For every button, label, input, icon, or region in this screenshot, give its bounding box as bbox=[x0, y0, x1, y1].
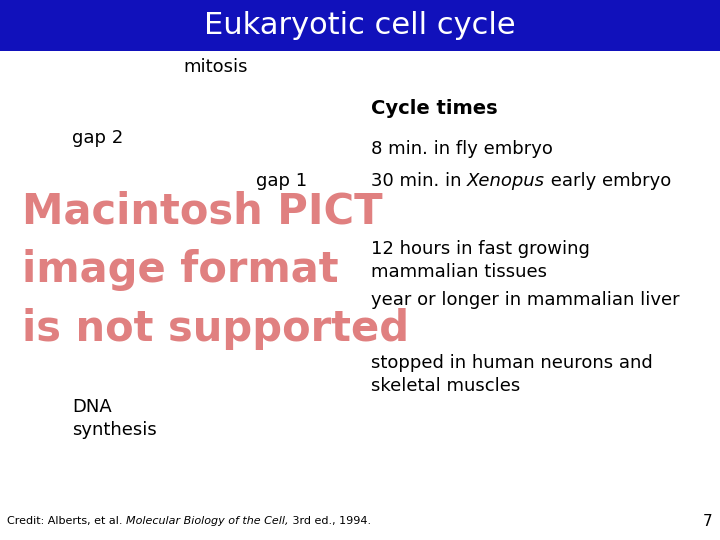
Text: 12 hours in fast growing
mammalian tissues: 12 hours in fast growing mammalian tissu… bbox=[371, 240, 590, 281]
Text: stopped in human neurons and
skeletal muscles: stopped in human neurons and skeletal mu… bbox=[371, 354, 652, 395]
Text: Eukaryotic cell cycle: Eukaryotic cell cycle bbox=[204, 11, 516, 40]
Text: 7: 7 bbox=[703, 514, 713, 529]
Text: Molecular Biology of the Cell,: Molecular Biology of the Cell, bbox=[126, 516, 289, 526]
Text: 8 min. in fly embryo: 8 min. in fly embryo bbox=[371, 139, 553, 158]
Text: Cycle times: Cycle times bbox=[371, 98, 498, 118]
Text: Macintosh PICT
image format
is not supported: Macintosh PICT image format is not suppo… bbox=[22, 191, 409, 349]
Text: gap 1: gap 1 bbox=[256, 172, 307, 190]
Text: 3rd ed., 1994.: 3rd ed., 1994. bbox=[289, 516, 371, 526]
FancyBboxPatch shape bbox=[0, 0, 720, 51]
Text: mitosis: mitosis bbox=[184, 58, 248, 77]
Text: year or longer in mammalian liver: year or longer in mammalian liver bbox=[371, 291, 680, 309]
Text: early embryo: early embryo bbox=[545, 172, 671, 190]
Text: Xenopus: Xenopus bbox=[467, 172, 545, 190]
Text: Credit: Alberts, et al.: Credit: Alberts, et al. bbox=[7, 516, 126, 526]
Text: DNA
synthesis: DNA synthesis bbox=[72, 399, 157, 438]
Text: 30 min. in: 30 min. in bbox=[371, 172, 467, 190]
Text: gap 2: gap 2 bbox=[72, 129, 123, 147]
